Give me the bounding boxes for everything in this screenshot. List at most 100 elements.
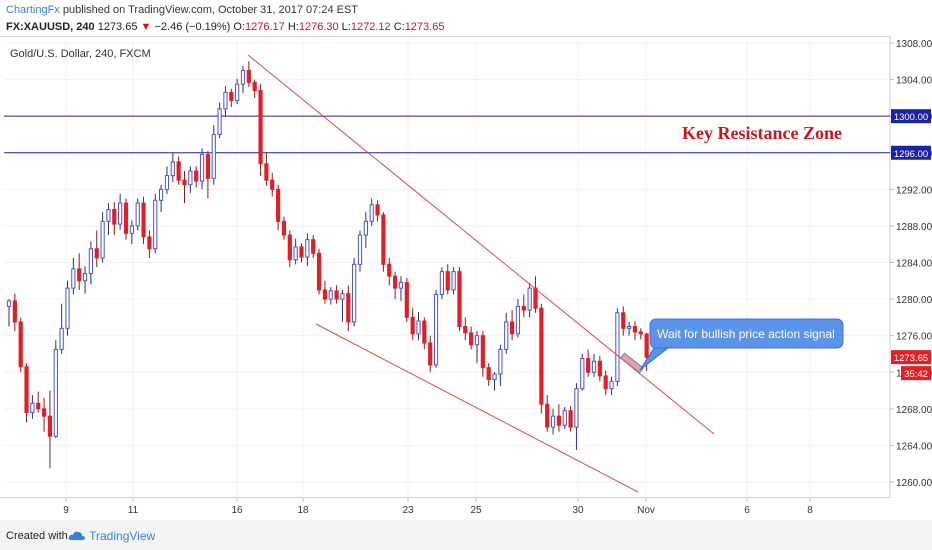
candle-body-down <box>545 403 550 428</box>
candle <box>492 372 497 391</box>
candle <box>293 238 298 265</box>
y-tick-label: 1260.00 <box>896 478 932 489</box>
candle-body-down <box>597 360 602 377</box>
tradingview-brand-label: TradingView <box>89 529 156 543</box>
candle <box>100 212 105 263</box>
candle-body-up <box>71 268 76 289</box>
publisher-name[interactable]: ChartingFx <box>6 4 60 16</box>
drawing-overlays: 1273.65 35:42 Wait for bullish price actio… <box>247 54 931 493</box>
price-chart[interactable]: 1308.00 1304.00 1300.00 1296.00 1292.00 1288.… <box>0 0 932 520</box>
candle <box>258 84 263 176</box>
candle-body-down <box>36 402 41 410</box>
candle-body-down <box>281 220 287 236</box>
candle-body-up <box>609 380 614 390</box>
x-tick-label: 16 <box>231 505 243 516</box>
candle-body-up <box>153 199 158 250</box>
candle <box>527 282 532 318</box>
candle <box>393 271 398 300</box>
chart-frame <box>0 36 890 498</box>
candle <box>515 299 521 338</box>
candle-body-up <box>492 373 497 381</box>
y-tick-label: 1304.00 <box>896 76 932 87</box>
candle-body-up <box>100 220 105 259</box>
candle <box>510 310 515 341</box>
candle <box>439 267 444 300</box>
y-tick-label: 1264.00 <box>896 441 932 452</box>
candle-body-down <box>469 332 474 346</box>
candle-body-down <box>205 154 211 179</box>
lower-trendline[interactable] <box>315 323 639 493</box>
callout-box <box>649 318 844 349</box>
upper-trendline[interactable] <box>247 54 715 435</box>
candle <box>375 200 380 222</box>
candle <box>486 363 491 386</box>
candle-body-down <box>586 358 591 373</box>
candle <box>638 328 643 340</box>
candle-body-up <box>627 326 632 329</box>
candle-body-up <box>498 348 503 375</box>
candle-body-down <box>194 170 199 182</box>
candle-body-down <box>603 375 608 390</box>
candle-body-up <box>235 83 240 102</box>
candle <box>334 285 339 304</box>
candle-body-up <box>293 246 298 261</box>
candle <box>82 266 88 294</box>
candle-body-down <box>404 282 409 318</box>
candle <box>246 61 251 87</box>
quote-line: FX:XAUUSD, 240 1273.65 ▼ −2.46 (−0.19%) … <box>6 21 444 33</box>
candle-body-down <box>246 69 251 83</box>
symbol-label: FX:XAUUSD, 240 <box>6 21 95 33</box>
candle <box>223 85 228 117</box>
candle <box>521 294 526 318</box>
resistance-levels: 1300.00 1296.00 <box>4 109 931 160</box>
candle-body-down <box>422 320 427 344</box>
candle <box>504 312 509 354</box>
candle <box>229 88 234 108</box>
candle <box>457 267 462 332</box>
candle-body-up <box>82 272 88 282</box>
countdown-label: 35:42 <box>904 369 928 380</box>
candle-body-down <box>638 331 643 335</box>
candle <box>311 235 316 258</box>
candle <box>264 152 269 186</box>
candle <box>463 317 468 341</box>
candle <box>147 230 152 258</box>
candle-body-down <box>346 293 351 323</box>
candle-body-up <box>504 321 509 350</box>
candle-body-up <box>135 202 140 227</box>
candle <box>18 317 23 373</box>
candle-body-down <box>299 246 304 258</box>
candle <box>141 196 146 245</box>
tradingview-brand-link[interactable]: TradingView <box>68 528 155 543</box>
key-resistance-label: Key Resistance Zone <box>682 123 842 143</box>
candle <box>77 253 82 290</box>
candle-body-up <box>369 204 374 222</box>
candle-body-up <box>6 300 12 307</box>
candle <box>159 184 164 213</box>
candle <box>627 321 632 336</box>
candle-body-down <box>270 179 275 190</box>
candle-body-down <box>47 415 53 437</box>
last-price-tag <box>891 350 931 365</box>
candle-body-up <box>615 312 620 382</box>
candle <box>299 243 304 263</box>
callout-bubble[interactable]: Wait for bullish price action signal <box>639 318 844 371</box>
candle-body-down <box>632 326 638 333</box>
candle <box>12 293 17 332</box>
candle <box>398 276 404 301</box>
resistance-price-label: 1296.00 <box>894 149 928 160</box>
candle <box>170 152 175 183</box>
candle-body-down <box>621 312 626 329</box>
candle <box>53 340 58 439</box>
chart-title: Gold/U.S. Dollar, 240, FXCM <box>10 48 151 60</box>
high-value: 1276.30 <box>298 21 339 33</box>
candle-body-up <box>199 154 205 182</box>
candle-body-down <box>24 366 29 413</box>
candle <box>71 257 76 295</box>
candle <box>235 78 240 105</box>
candle <box>451 267 456 295</box>
candle <box>118 193 123 230</box>
candle <box>539 303 544 414</box>
candle <box>410 308 415 341</box>
candle-body-down <box>463 326 468 334</box>
